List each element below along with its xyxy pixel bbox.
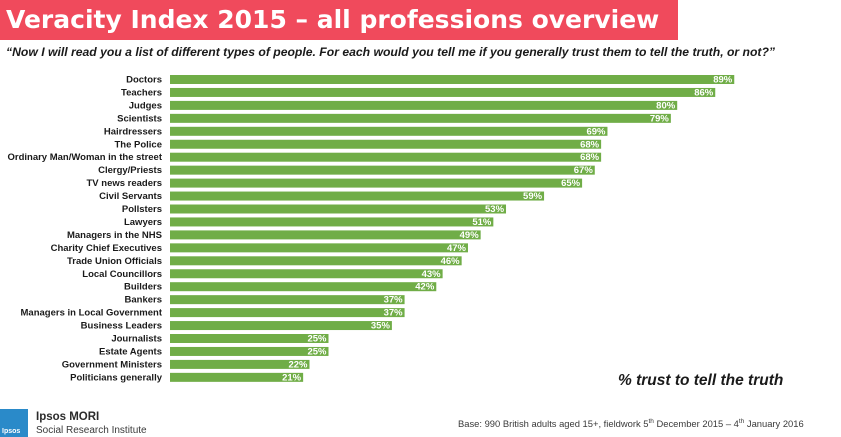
bar	[170, 126, 608, 136]
value-label: 67%	[574, 165, 594, 176]
bar	[170, 359, 310, 369]
category-label: Estate Agents	[99, 346, 162, 357]
value-label: 69%	[586, 126, 606, 137]
category-label: Government Ministers	[62, 359, 162, 370]
bar	[170, 165, 595, 175]
value-label: 79%	[650, 113, 670, 124]
value-label: 47%	[447, 243, 467, 254]
bar	[170, 346, 329, 356]
value-label: 35%	[371, 321, 391, 332]
category-label: The Police	[114, 139, 162, 150]
base-note-suffix: January 2016	[744, 418, 804, 430]
base-note-sup2: th	[738, 418, 745, 425]
bar	[170, 87, 716, 97]
brand-name: Ipsos MORI	[36, 411, 100, 423]
value-label: 25%	[307, 346, 327, 357]
category-label: Judges	[129, 100, 162, 111]
bar	[170, 152, 602, 162]
value-label: 21%	[282, 372, 302, 383]
category-label: Lawyers	[124, 217, 162, 228]
bar	[170, 191, 545, 201]
category-label: Managers in the NHS	[67, 230, 162, 241]
category-label: Pollsters	[122, 204, 162, 215]
logo-text: Ipsos	[2, 428, 21, 435]
bar	[170, 321, 392, 331]
value-label: 68%	[580, 139, 600, 150]
category-label: Doctors	[126, 75, 162, 86]
value-label: 49%	[460, 230, 480, 241]
category-label: Journalists	[111, 334, 162, 345]
bar	[170, 217, 494, 227]
category-label: Ordinary Man/Woman in the street	[8, 152, 163, 163]
bar	[170, 230, 481, 240]
category-label: Builders	[124, 282, 162, 293]
bar	[170, 100, 678, 110]
category-label: Politicians generally	[70, 372, 163, 383]
category-label: Civil Servants	[99, 191, 162, 202]
bar	[170, 113, 671, 123]
category-label: Managers in Local Government	[21, 308, 163, 319]
value-label: 25%	[307, 334, 327, 345]
bar	[170, 139, 602, 149]
ipsos-logo-icon: Ipsos	[0, 409, 28, 437]
base-note-prefix: Base: 990 British adults aged 15+, field…	[458, 418, 649, 430]
value-label: 42%	[415, 282, 435, 293]
bar	[170, 269, 443, 279]
category-label: TV news readers	[86, 178, 162, 189]
bar	[170, 75, 735, 84]
value-label: 68%	[580, 152, 600, 163]
bar	[170, 295, 405, 305]
bar	[170, 372, 304, 382]
category-label: Teachers	[121, 87, 162, 98]
brand-subtitle: Social Research Institute	[36, 425, 147, 436]
value-label: 37%	[384, 308, 404, 319]
value-label: 89%	[713, 75, 733, 86]
category-label: Hairdressers	[104, 126, 162, 137]
category-label: Charity Chief Executives	[51, 243, 162, 254]
value-label: 37%	[384, 295, 404, 306]
category-label: Bankers	[125, 295, 163, 306]
page-title: Veracity Index 2015 – all professions ov…	[0, 0, 678, 40]
base-note-sup1: th	[648, 418, 654, 425]
bar	[170, 308, 405, 318]
base-note: Base: 990 British adults aged 15+, field…	[458, 418, 804, 429]
value-label: 80%	[656, 100, 676, 111]
value-label: 43%	[422, 269, 442, 280]
bar-chart: Doctors 89% Teachers 86% Judges 80% Scientists…	[8, 75, 735, 383]
value-label: 53%	[485, 204, 505, 215]
bar	[170, 204, 507, 214]
bar	[170, 178, 583, 188]
value-label: 22%	[288, 359, 308, 370]
bar	[170, 256, 462, 266]
value-label: 86%	[694, 87, 714, 98]
bar	[170, 334, 329, 343]
bar	[170, 282, 437, 292]
category-label: Clergy/Priests	[98, 165, 162, 176]
category-label: Scientists	[117, 113, 162, 124]
category-label: Trade Union Officials	[67, 256, 162, 267]
base-note-mid: December 2015 – 4	[653, 418, 739, 430]
value-label: 51%	[472, 217, 492, 228]
category-label: Local Councillors	[82, 269, 162, 280]
bar	[170, 243, 468, 253]
category-label: Business Leaders	[81, 321, 162, 332]
value-label: 59%	[523, 191, 543, 202]
axis-caption: % trust to tell the truth	[618, 372, 784, 389]
survey-question: “Now I will read you a list of different…	[6, 45, 776, 59]
value-label: 65%	[561, 178, 581, 189]
value-label: 46%	[441, 256, 461, 267]
